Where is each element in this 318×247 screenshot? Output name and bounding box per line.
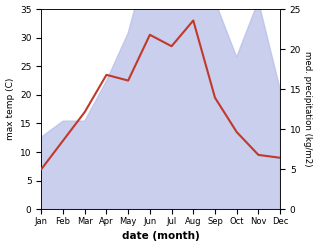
Y-axis label: med. precipitation (kg/m2): med. precipitation (kg/m2) [303, 51, 313, 167]
X-axis label: date (month): date (month) [122, 231, 200, 242]
Y-axis label: max temp (C): max temp (C) [5, 78, 15, 140]
